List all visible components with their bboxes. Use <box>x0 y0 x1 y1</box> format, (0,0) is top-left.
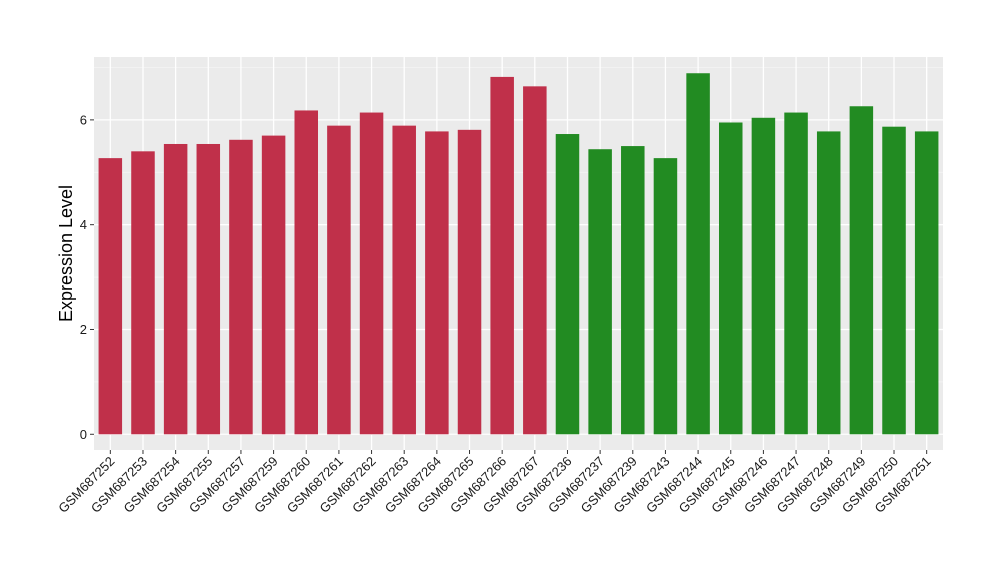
y-tick-label: 0 <box>80 427 87 442</box>
bar-GSM687239 <box>621 146 645 435</box>
y-tick-label: 4 <box>80 217 87 232</box>
y-axis: 0 2 4 6 <box>80 112 94 442</box>
bar-GSM687237 <box>588 149 612 435</box>
bar-GSM687248 <box>816 131 841 435</box>
bar-GSM687245 <box>718 122 743 435</box>
bar-GSM687244 <box>686 73 710 435</box>
bar-GSM687259 <box>261 135 286 435</box>
bar-GSM687255 <box>196 143 221 435</box>
x-axis: GSM687252GSM687253GSM687254GSM687255GSM6… <box>55 450 934 516</box>
bar-GSM687267 <box>523 86 547 435</box>
bar-GSM687261 <box>327 125 351 435</box>
bar-GSM687243 <box>653 158 678 435</box>
bar-GSM687247 <box>784 112 808 435</box>
bar-GSM687254 <box>163 143 188 435</box>
bar-GSM687246 <box>751 117 776 435</box>
bar-GSM687266 <box>490 76 514 435</box>
bar-GSM687252 <box>98 158 123 435</box>
y-tick-label: 6 <box>80 112 87 127</box>
bar-GSM687236 <box>555 134 580 435</box>
bar-GSM687250 <box>882 126 906 435</box>
bar-GSM687257 <box>229 139 253 435</box>
bar-GSM687263 <box>392 125 416 435</box>
y-tick-label: 2 <box>80 322 87 337</box>
bars-group <box>98 73 939 435</box>
bar-GSM687262 <box>359 112 384 435</box>
bar-GSM687251 <box>914 131 939 435</box>
bar-GSM687253 <box>131 151 155 435</box>
plot-panel <box>94 57 943 450</box>
bar-GSM687249 <box>849 106 874 435</box>
y-axis-title: Expression Level <box>56 185 76 322</box>
bar-GSM687264 <box>425 131 449 435</box>
bar-GSM687260 <box>294 110 319 435</box>
bar-GSM687265 <box>457 129 482 435</box>
